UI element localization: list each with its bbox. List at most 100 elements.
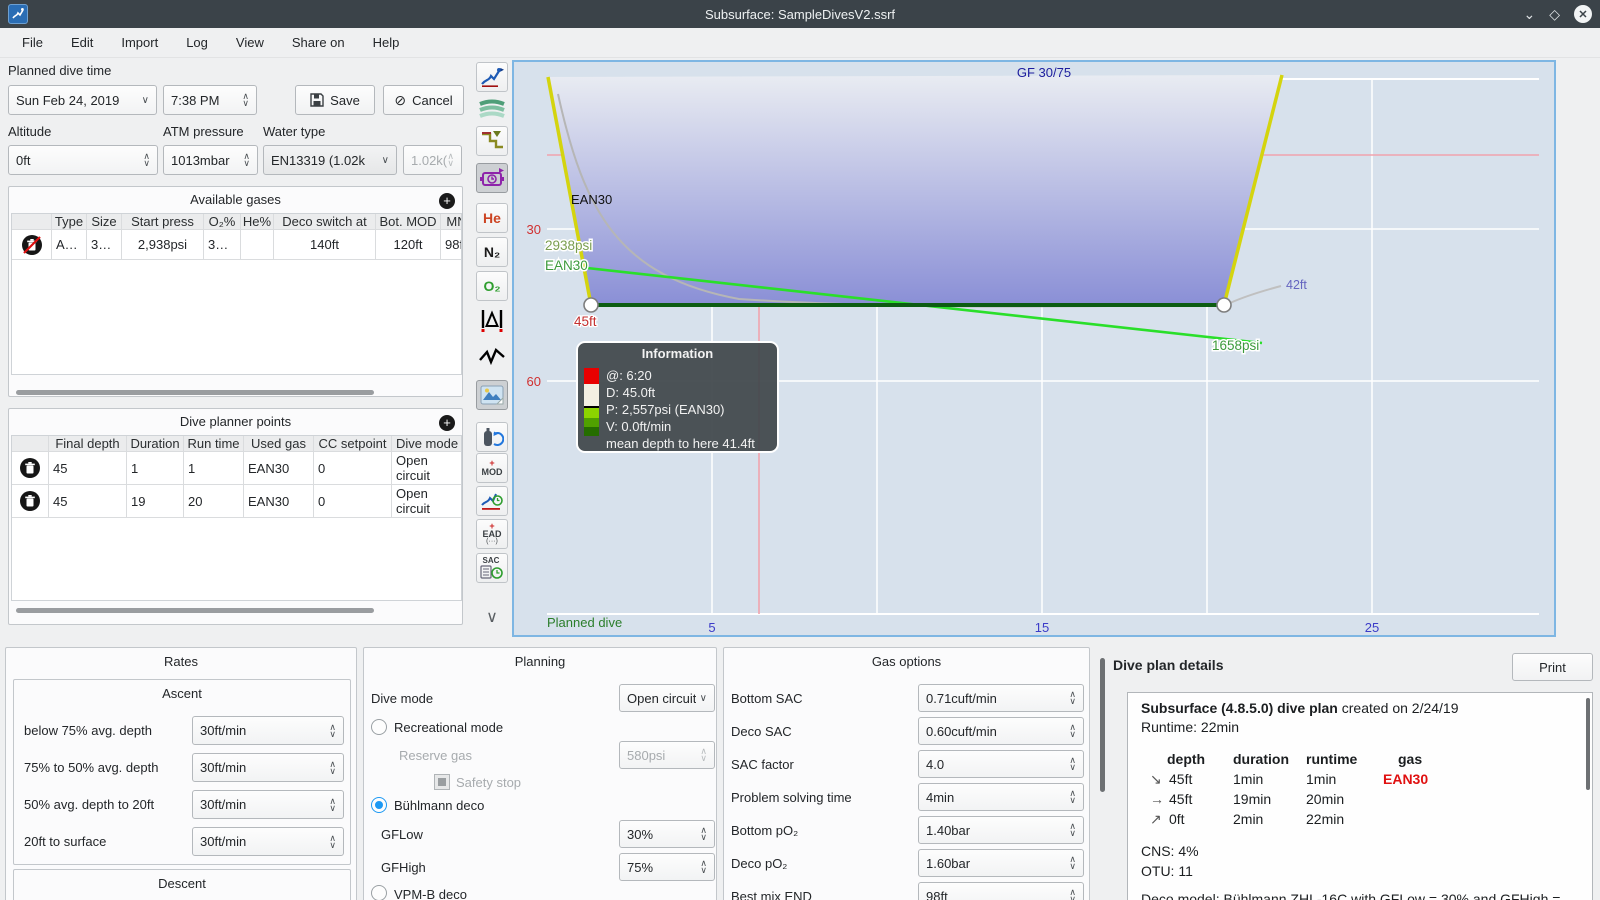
menu-import[interactable]: Import — [121, 35, 159, 50]
recreational-mode-label: Recreational mode — [394, 720, 504, 735]
col-duration[interactable]: Duration — [127, 436, 184, 452]
best-mix-end-spinner[interactable]: 98ft ∧ ∨ — [918, 882, 1084, 900]
buhlmann-deco-radio[interactable] — [371, 797, 387, 813]
col-deco-switch[interactable]: Deco switch at — [274, 214, 376, 230]
plan-otu: OTU: 11 — [1141, 863, 1193, 879]
col-dive-mode[interactable]: Dive mode — [392, 436, 461, 452]
planner-vscrollbar[interactable] — [1100, 658, 1105, 792]
problem-solving-time-spinner[interactable]: 4min ∧ ∨ — [918, 783, 1084, 811]
point-row[interactable]: 45 1 1 EAN30 0 Open circuit — [12, 452, 461, 485]
ceiling-icon[interactable] — [476, 126, 508, 156]
menu-view[interactable]: View — [235, 35, 264, 50]
reserve-gas-label: Reserve gas — [399, 748, 472, 763]
menu-file[interactable]: File — [22, 35, 43, 50]
delete-point-icon[interactable] — [19, 457, 41, 479]
cancel-button[interactable]: ⊘ Cancel — [383, 85, 464, 115]
delete-point-icon[interactable] — [19, 490, 41, 512]
maximize-icon[interactable]: ◇ — [1549, 6, 1560, 22]
he-graph-icon[interactable]: He — [476, 203, 508, 233]
deco-po2-spinner[interactable]: 1.60bar ∧ ∨ — [918, 849, 1084, 877]
tank-bar-icon[interactable] — [476, 422, 508, 452]
rate-label: 75% to 50% avg. depth — [24, 760, 159, 775]
photos-icon[interactable] — [476, 380, 508, 410]
col-start-press[interactable]: Start press — [122, 214, 204, 230]
profile-canvas: GF 30/75 EAN30 2938psi EAN30 45ft 1658ps… — [527, 65, 1539, 635]
menu-edit[interactable]: Edit — [70, 35, 94, 50]
bottom-sac-spinner[interactable]: 0.71cuft/min ∧ ∨ — [918, 684, 1084, 712]
tissue-heatmap-icon[interactable] — [476, 305, 508, 335]
recreational-mode-radio[interactable] — [371, 719, 387, 735]
ascent-rate-spinner-2[interactable]: 30ft/min ∧ ∨ — [192, 753, 344, 782]
plan-cell: 45ft — [1169, 791, 1193, 807]
minimize-icon[interactable]: ⌄ — [1523, 6, 1536, 22]
altitude-spinner[interactable]: 0ft ∧ ∨ — [8, 145, 158, 175]
gas-row[interactable]: A… 3… 2,938psi 3… 140ft 120ft 98f — [12, 230, 461, 260]
save-button[interactable]: Save — [295, 85, 375, 115]
gases-hscrollbar[interactable] — [16, 390, 374, 395]
gflow-spinner[interactable]: 30% ∧ ∨ — [619, 820, 715, 848]
sac-factor-spinner[interactable]: 4.0 ∧ ∨ — [918, 750, 1084, 778]
gflow-label: GFLow — [381, 827, 423, 842]
dive-mode-select[interactable]: Open circuit ∨ — [619, 684, 715, 712]
plan-notes-box[interactable]: Subsurface (4.8.5.0) dive plan created o… — [1127, 692, 1593, 900]
mod-icon[interactable]: + MOD — [476, 453, 508, 483]
points-hscrollbar[interactable] — [16, 608, 374, 613]
heartrate-icon[interactable] — [476, 342, 508, 372]
profile-handle[interactable] — [1216, 297, 1232, 313]
col-used-gas[interactable]: Used gas — [244, 436, 314, 452]
menu-log[interactable]: Log — [186, 35, 208, 50]
salinity-waves-icon[interactable] — [476, 94, 508, 124]
save-icon — [310, 93, 324, 107]
dive-date-select[interactable]: Sun Feb 24, 2019 ∨ — [8, 85, 157, 115]
col-run-time[interactable]: Run time — [184, 436, 244, 452]
water-type-select[interactable]: EN13319 (1.02k ∨ — [263, 145, 397, 175]
scroll-down-icon[interactable]: ∨ — [486, 609, 498, 626]
add-point-button[interactable]: + — [439, 415, 455, 431]
col-final-depth[interactable]: Final depth — [49, 436, 127, 452]
o2-graph-icon[interactable]: O₂ — [476, 271, 508, 301]
safety-stop-label: Safety stop — [456, 775, 522, 790]
profile-fill — [548, 75, 1282, 305]
dive-profile-chart[interactable]: GF 30/75 EAN30 2938psi EAN30 45ft 1658ps… — [512, 60, 1556, 637]
vpmb-deco-radio[interactable] — [371, 885, 387, 900]
menu-help[interactable]: Help — [372, 35, 400, 50]
bottom-po2-spinner[interactable]: 1.40bar ∧ ∨ — [918, 816, 1084, 844]
planner-points-title: Dive planner points — [179, 414, 292, 429]
tooltip-colorbar — [584, 368, 599, 436]
print-button[interactable]: Print — [1512, 653, 1593, 681]
add-gas-button[interactable]: + — [439, 193, 455, 209]
sac-icon[interactable]: SAC — [476, 553, 508, 583]
dive-mode-label: Dive mode — [371, 691, 434, 706]
descent-line — [546, 76, 593, 306]
col-cc-setpoint[interactable]: CC setpoint — [314, 436, 392, 452]
gfhigh-spinner[interactable]: 75% ∧ ∨ — [619, 853, 715, 881]
delete-gas-disabled-icon[interactable] — [21, 234, 43, 256]
setpoint-icon[interactable] — [476, 163, 508, 193]
dive-computer-icon[interactable] — [476, 62, 508, 92]
close-icon[interactable]: ✕ — [1574, 5, 1592, 23]
col-size[interactable]: Size — [87, 214, 122, 230]
ascent-rate-spinner-3[interactable]: 30ft/min ∧ ∨ — [192, 790, 344, 819]
col-mnd[interactable]: MN — [441, 214, 461, 230]
available-gases-table: Type Size Start press O₂% He% Deco switc… — [11, 213, 462, 375]
ead-icon[interactable]: + EAD (···) — [476, 519, 508, 549]
gas-segment-label: EAN30 — [571, 192, 612, 207]
col-type[interactable]: Type — [52, 214, 87, 230]
deco-sac-spinner[interactable]: 0.60cuft/min ∧ ∨ — [918, 717, 1084, 745]
col-bot-mod[interactable]: Bot. MOD — [376, 214, 441, 230]
deco-time-icon[interactable] — [476, 486, 508, 516]
atm-pressure-spinner[interactable]: 1013mbar ∧ ∨ — [163, 145, 258, 175]
ascent-rate-spinner-4[interactable]: 30ft/min ∧ ∨ — [192, 827, 344, 856]
dive-time-spinner[interactable]: 7:38 PM ∧ ∨ — [163, 85, 257, 115]
col-he[interactable]: He% — [241, 214, 274, 230]
best-mix-end-label: Best mix END — [731, 889, 812, 900]
notes-vscrollbar[interactable] — [1586, 698, 1590, 790]
ascent-rate-spinner-1[interactable]: 30ft/min ∧ ∨ — [192, 716, 344, 745]
plan-details-panel: Dive plan details Print Subsurface (4.8.… — [1105, 647, 1600, 900]
spinner-arrows-icon[interactable]: ∧ ∨ — [242, 91, 249, 108]
col-o2[interactable]: O₂% — [204, 214, 241, 230]
n2-graph-icon[interactable]: N₂ — [476, 237, 508, 267]
profile-handle[interactable] — [583, 297, 599, 313]
point-row[interactable]: 45 19 20 EAN30 0 Open circuit — [12, 485, 461, 518]
menu-share-on[interactable]: Share on — [291, 35, 345, 50]
